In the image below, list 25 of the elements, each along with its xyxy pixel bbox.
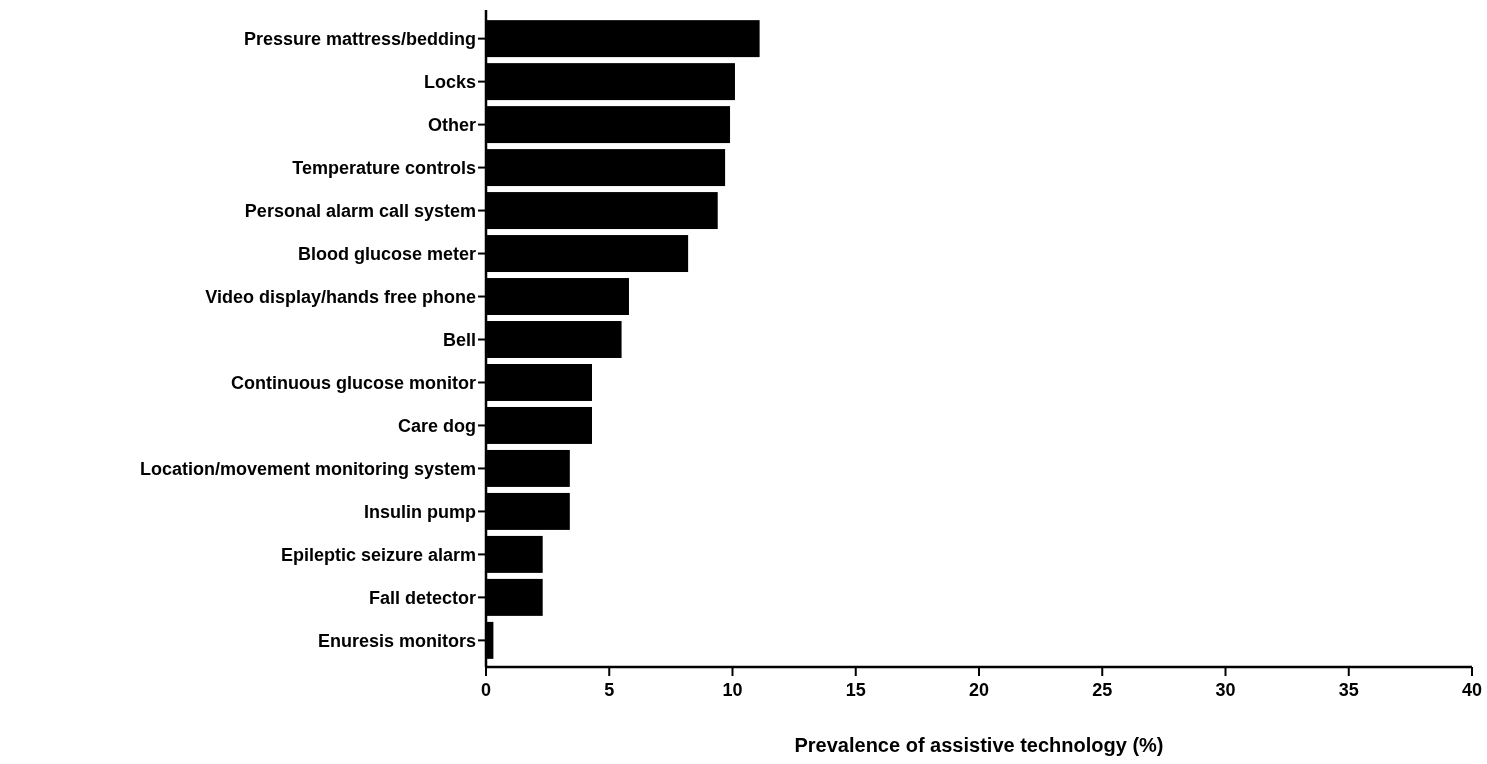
x-tick-label: 20 — [968, 680, 990, 700]
x-tick-label: 30 — [1215, 680, 1236, 700]
y-tick-label: Continuous glucose monitor — [231, 372, 476, 393]
y-tick-label: Video display/hands free phone — [205, 286, 476, 307]
y-tick-label: Enuresis monitors — [317, 630, 476, 651]
y-tick-label: Fall detector — [368, 587, 476, 608]
x-tick-label: 5 — [604, 680, 615, 700]
x-tick-label: 35 — [1338, 680, 1359, 700]
x-axis-title: Prevalence of assistive technology (%) — [794, 734, 1164, 756]
y-tick-label: Locks — [423, 71, 476, 92]
y-tick-label: Epileptic seizure alarm — [280, 544, 476, 565]
y-tick-label: Bell — [442, 329, 476, 350]
y-tick-label: Temperature controls — [292, 157, 476, 178]
x-tick-label: 25 — [1092, 680, 1113, 700]
x-tick-label: 15 — [845, 680, 866, 700]
x-tick-label: 10 — [722, 680, 743, 700]
y-tick-label: Blood glucose meter — [297, 243, 476, 264]
y-tick-label: Other — [427, 114, 476, 135]
y-tick-label: Location/movement monitoring system — [139, 458, 476, 479]
x-tick-label: 40 — [1461, 680, 1483, 700]
y-tick-label: Insulin pump — [364, 501, 476, 522]
y-tick-label: Personal alarm call system — [244, 200, 476, 221]
y-tick-label: Pressure mattress/bedding — [243, 28, 476, 49]
x-tick-label: 0 — [480, 680, 492, 700]
y-tick-label: Care dog — [397, 415, 476, 436]
